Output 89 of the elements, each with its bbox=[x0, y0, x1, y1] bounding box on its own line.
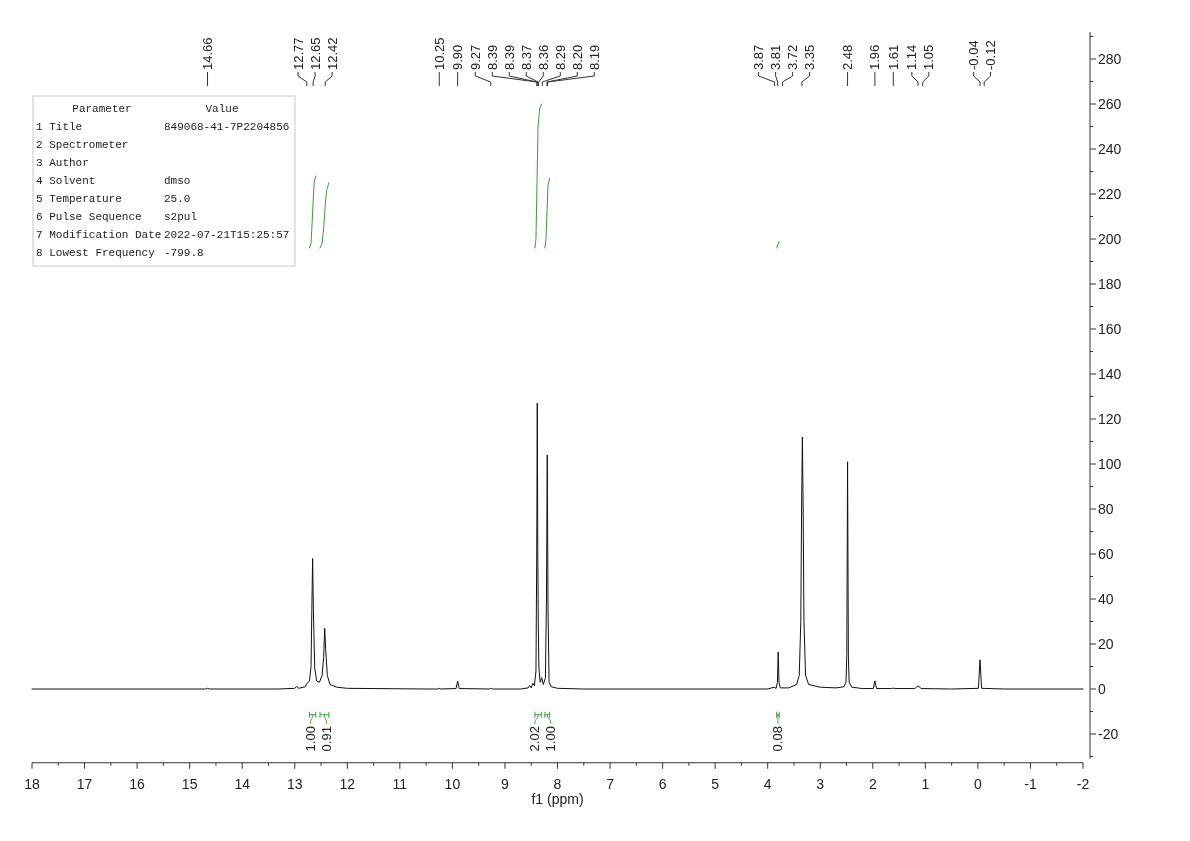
text: 2022-07-21T15:25:57 bbox=[164, 229, 290, 241]
annotation: 1.14 bbox=[904, 44, 920, 70]
x-tick-label: 4 bbox=[763, 775, 772, 792]
y-tick-label: 240 bbox=[1098, 141, 1122, 157]
y-tick-label: -20 bbox=[1098, 726, 1119, 742]
line-series bbox=[534, 103, 543, 249]
annotation: 8.39 bbox=[501, 44, 517, 70]
annotation: 12.65 bbox=[307, 37, 323, 70]
annotation: 3.81 bbox=[768, 44, 784, 70]
y-tick-label: 220 bbox=[1098, 186, 1122, 202]
x-tick-label: 9 bbox=[501, 775, 510, 792]
x-tick-label: 11 bbox=[392, 775, 408, 792]
x-tick-label: 0 bbox=[974, 775, 982, 792]
y-tick-label: 60 bbox=[1098, 546, 1114, 562]
x-tick-label: 12 bbox=[339, 775, 356, 792]
y-tick-label: 140 bbox=[1098, 366, 1122, 382]
annotation: 0.08 bbox=[770, 726, 786, 752]
y-tick-label: 200 bbox=[1098, 231, 1122, 247]
x-tick-label: 16 bbox=[129, 775, 146, 792]
y-tick-label: 280 bbox=[1098, 51, 1122, 67]
text: 6 Pulse Sequence bbox=[36, 211, 142, 223]
y-tick-label: 100 bbox=[1098, 456, 1122, 472]
annotation: 1.96 bbox=[867, 44, 883, 70]
y-tick-label: 20 bbox=[1098, 636, 1114, 652]
text: 849068-41-7P2204856 bbox=[164, 121, 290, 133]
y-tick-label: 80 bbox=[1098, 501, 1114, 517]
annotation: 12.77 bbox=[290, 37, 306, 70]
annotation: 8.37 bbox=[518, 44, 534, 70]
x-tick-label: 17 bbox=[76, 775, 93, 792]
annotation: 1.61 bbox=[885, 44, 901, 70]
line-series bbox=[319, 182, 330, 249]
annotation: 8.19 bbox=[586, 44, 602, 70]
annotation: 3.72 bbox=[785, 44, 801, 70]
annotation: -0.12 bbox=[983, 40, 999, 70]
text: 4 Solvent bbox=[36, 175, 96, 187]
y-tick-label: 120 bbox=[1098, 411, 1122, 427]
text: 8 Lowest Frequency bbox=[36, 247, 155, 259]
x-tick-label: 7 bbox=[606, 775, 615, 792]
x-tick-label: 6 bbox=[658, 775, 667, 792]
x-tick-label: 14 bbox=[234, 775, 251, 792]
annotation: 2.48 bbox=[840, 44, 856, 70]
category-label: Value bbox=[205, 103, 239, 115]
text: 7 Modification Date bbox=[36, 229, 162, 241]
y-tick-label: 0 bbox=[1098, 681, 1106, 697]
x-tick-label: 1 bbox=[921, 775, 930, 792]
annotation: 1.00 bbox=[543, 726, 559, 752]
x-tick-label: 10 bbox=[444, 775, 461, 792]
annotation: 10.25 bbox=[431, 37, 447, 70]
text: 2 Spectrometer bbox=[36, 139, 129, 151]
annotation: 8.36 bbox=[535, 44, 551, 70]
annotation: 3.35 bbox=[802, 44, 818, 70]
x-tick-label: 13 bbox=[286, 775, 303, 792]
x-axis-title: f1 (ppm) bbox=[531, 790, 584, 807]
annotation: 12.42 bbox=[324, 37, 340, 70]
x-tick-label: -2 bbox=[1076, 775, 1090, 792]
y-tick-label: 40 bbox=[1098, 591, 1114, 607]
text: dmso bbox=[164, 175, 191, 187]
y-tick-label: 160 bbox=[1098, 321, 1122, 337]
text: 25.0 bbox=[164, 193, 191, 205]
text: 5 Temperature bbox=[36, 193, 122, 205]
annotation: 8.29 bbox=[552, 44, 568, 70]
annotation: 14.66 bbox=[200, 37, 216, 70]
annotation: 9.90 bbox=[450, 44, 466, 70]
annotation: -0.04 bbox=[966, 40, 982, 70]
x-tick-label: 18 bbox=[24, 775, 40, 792]
text: -799.8 bbox=[164, 247, 204, 259]
text: s2pul bbox=[164, 211, 198, 223]
line-series bbox=[31, 402, 1084, 690]
x-tick-label: 15 bbox=[181, 775, 198, 792]
line-series bbox=[308, 175, 317, 249]
x-tick-label: 2 bbox=[868, 775, 877, 792]
annotation: 0.91 bbox=[319, 726, 335, 752]
annotation: 8.20 bbox=[569, 44, 585, 70]
y-tick-label: 180 bbox=[1098, 276, 1122, 292]
annotation: 3.87 bbox=[751, 44, 767, 70]
category-label: Parameter bbox=[72, 103, 132, 115]
text: 3 Author bbox=[36, 157, 89, 169]
annotation: 2.02 bbox=[527, 726, 543, 752]
x-tick-label: 3 bbox=[816, 775, 825, 792]
x-tick-label: 5 bbox=[711, 775, 720, 792]
line-series bbox=[544, 177, 551, 249]
annotation: 1.00 bbox=[303, 726, 319, 752]
annotation: 8.39 bbox=[484, 44, 500, 70]
y-tick-label: 260 bbox=[1098, 96, 1122, 112]
x-tick-label: 8 bbox=[553, 775, 562, 792]
annotation: 1.05 bbox=[921, 44, 937, 70]
annotation: 9.27 bbox=[467, 44, 483, 70]
text: 1 Title bbox=[36, 121, 83, 133]
x-tick-label: -1 bbox=[1024, 775, 1037, 792]
